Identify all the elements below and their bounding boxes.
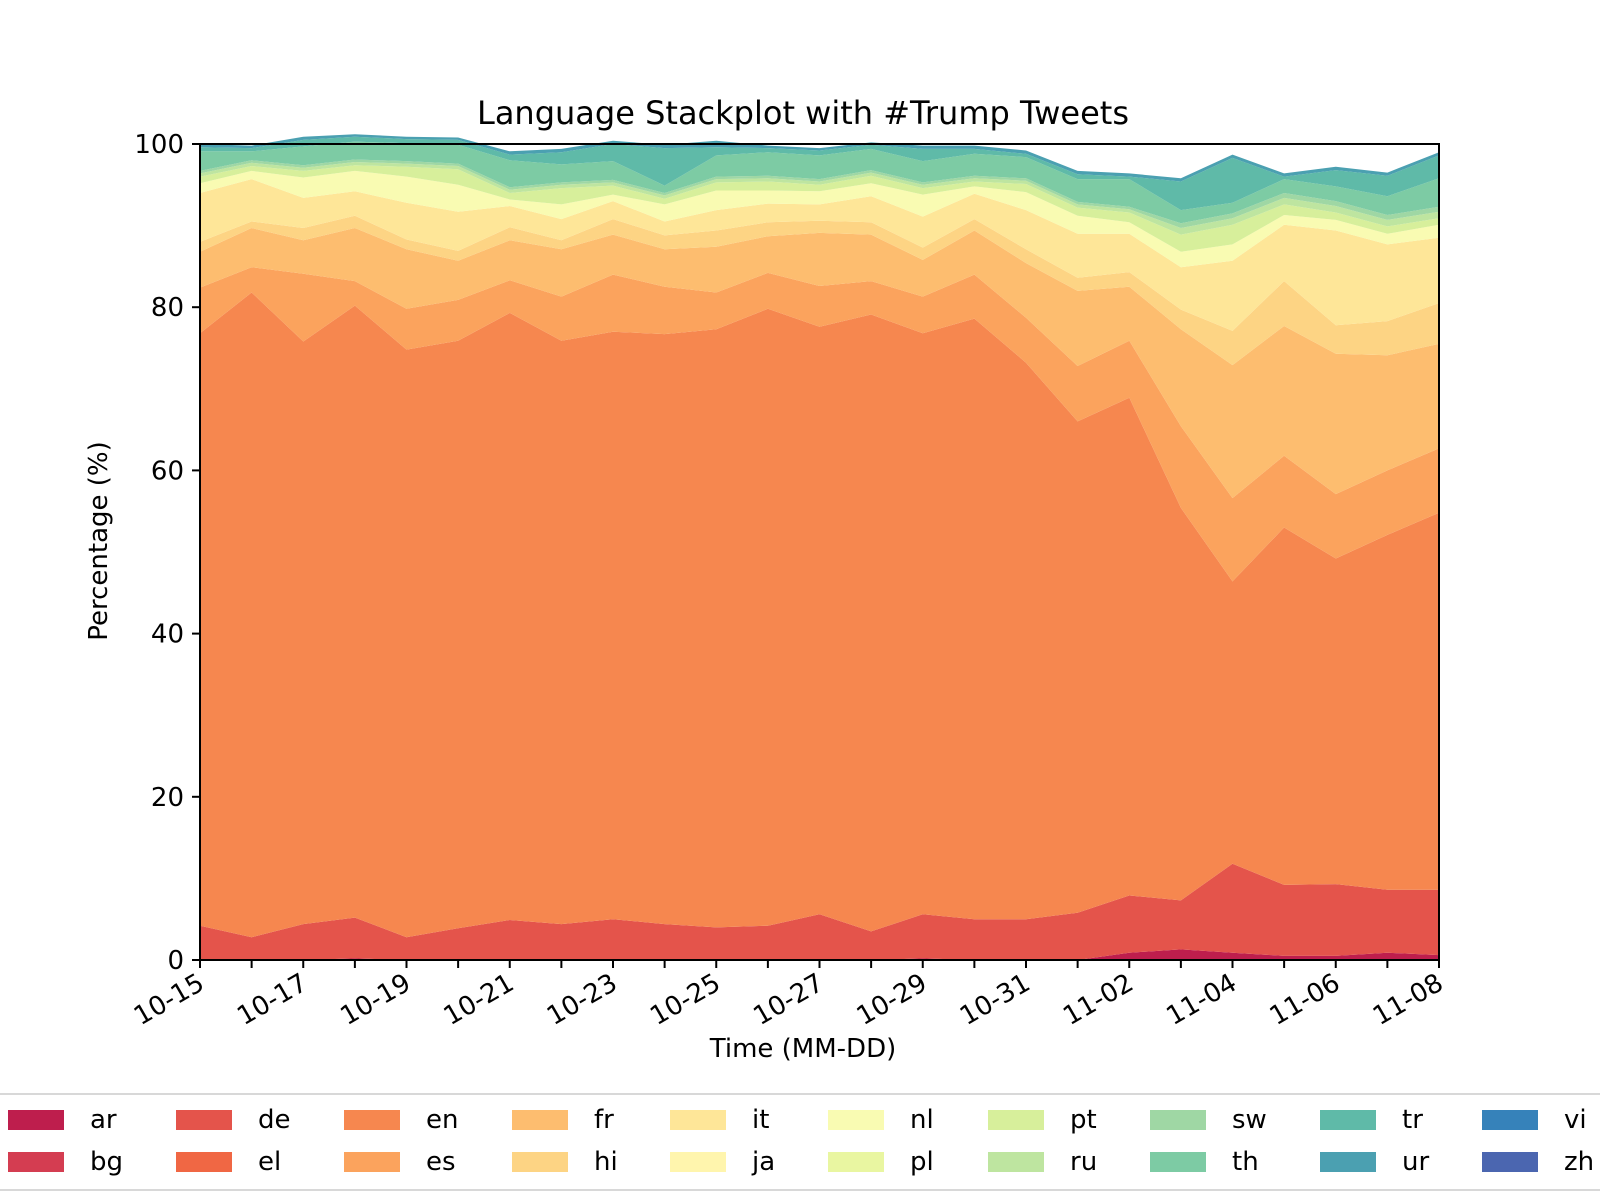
y-tick-label: 60: [151, 456, 184, 486]
y-axis: 0 20 40 60 80 100: [134, 130, 200, 976]
legend-label: zh: [1564, 1147, 1595, 1177]
legend-label: el: [258, 1147, 282, 1177]
legend-label: bg: [90, 1147, 124, 1177]
legend-label: tr: [1402, 1105, 1423, 1135]
y-tick-label: 80: [151, 293, 184, 323]
x-tick-label: 10-27: [749, 968, 829, 1032]
legend-label: th: [1232, 1147, 1259, 1177]
legend-label: ru: [1070, 1147, 1098, 1177]
legend-item-tr: tr: [1320, 1105, 1423, 1135]
x-tick-label: 10-23: [542, 968, 622, 1032]
x-tick-label: 11-04: [1162, 968, 1242, 1032]
legend-swatch: [988, 1110, 1044, 1130]
x-tick-label: 10-21: [439, 968, 519, 1032]
legend-swatch: [1320, 1152, 1376, 1172]
x-tick-label: 10-19: [336, 968, 416, 1032]
area-series-nl: [200, 170, 1439, 268]
legend-swatch: [828, 1152, 884, 1172]
legend-swatch: [512, 1110, 568, 1130]
chart-title: Language Stackplot with #Trump Tweets: [477, 94, 1129, 132]
legend-label: en: [426, 1105, 459, 1135]
legend-item-es: es: [344, 1147, 456, 1177]
legend-swatch: [670, 1152, 726, 1172]
legend-item-hi: hi: [512, 1147, 618, 1177]
area-series-tr: [200, 136, 1439, 211]
stacked-area-layer: [200, 134, 1439, 960]
legend-item-ar: ar: [8, 1105, 117, 1135]
legend-item-pl: pl: [828, 1147, 934, 1177]
x-axis: 10-15 10-17 10-19 10-21 10-23 10-25 10-27 10-29…: [129, 960, 1449, 1032]
legend-label: sw: [1232, 1105, 1267, 1135]
area-series-ar: [200, 949, 1439, 960]
area-series-en: [200, 292, 1439, 938]
legend-swatch: [1482, 1110, 1538, 1130]
legend-swatch: [8, 1110, 64, 1130]
legend-item-sw: sw: [1150, 1105, 1267, 1135]
legend-item-ru: ru: [988, 1147, 1097, 1177]
area-series-it: [200, 179, 1439, 331]
legend-label: ja: [752, 1147, 776, 1177]
area-series-es: [200, 267, 1439, 582]
legend-swatch: [344, 1110, 400, 1130]
legend-item-el: el: [176, 1147, 281, 1177]
x-tick-label: 10-25: [645, 968, 725, 1032]
legend-label: de: [258, 1105, 291, 1135]
legend-label: ar: [90, 1105, 117, 1135]
legend-label: vi: [1564, 1105, 1587, 1135]
legend-item-nl: nl: [828, 1105, 934, 1135]
legend: ar bg de el en es fr hi it ja nl pl pt ru sw th tr ur vi zh: [0, 1093, 1600, 1191]
y-tick-label: 20: [151, 783, 184, 813]
legend-label: pt: [1070, 1105, 1097, 1135]
legend-item-ja: ja: [670, 1147, 775, 1177]
area-series-th: [200, 141, 1439, 224]
legend-swatch: [176, 1152, 232, 1172]
area-series-de: [200, 863, 1439, 960]
legend-item-en: en: [344, 1105, 458, 1135]
y-tick-label: 100: [134, 130, 184, 160]
y-axis-label: Percentage (%): [84, 441, 114, 641]
x-tick-label: 10-17: [232, 968, 312, 1032]
legend-swatch: [670, 1110, 726, 1130]
x-tick-label: 11-08: [1368, 968, 1448, 1032]
legend-swatch: [1150, 1152, 1206, 1172]
x-axis-label: Time (MM-DD): [709, 1034, 896, 1064]
legend-label: fr: [594, 1105, 614, 1135]
legend-swatch: [828, 1110, 884, 1130]
x-tick-label: 10-15: [129, 968, 209, 1032]
legend-swatch: [1150, 1110, 1206, 1130]
x-tick-label: 11-06: [1265, 968, 1345, 1032]
legend-label: pl: [910, 1147, 934, 1177]
legend-label: es: [426, 1147, 456, 1177]
legend-item-de: de: [176, 1105, 291, 1135]
legend-item-zh: zh: [1482, 1147, 1594, 1177]
legend-item-th: th: [1150, 1147, 1259, 1177]
legend-swatch: [512, 1152, 568, 1172]
x-tick-label: 11-02: [1058, 968, 1138, 1032]
legend-swatch: [1482, 1152, 1538, 1172]
legend-item-bg: bg: [8, 1147, 123, 1177]
legend-label: hi: [594, 1147, 618, 1177]
legend-swatch: [176, 1110, 232, 1130]
x-tick-label: 10-31: [955, 968, 1035, 1032]
legend-label: ur: [1402, 1147, 1430, 1177]
legend-item-it: it: [670, 1105, 769, 1135]
legend-item-vi: vi: [1482, 1105, 1587, 1135]
legend-swatch: [1320, 1110, 1376, 1130]
legend-swatch: [8, 1152, 64, 1172]
y-tick-label: 40: [151, 620, 184, 650]
legend-label: it: [752, 1105, 770, 1135]
legend-item-pt: pt: [988, 1105, 1097, 1135]
area-series-hi: [200, 215, 1439, 366]
legend-item-fr: fr: [512, 1105, 614, 1135]
x-tick-label: 10-29: [852, 968, 932, 1032]
area-series-pt: [200, 165, 1439, 252]
legend-item-ur: ur: [1320, 1147, 1429, 1177]
y-tick-label: 0: [167, 946, 184, 976]
legend-swatch: [344, 1152, 400, 1172]
area-series-fr: [200, 228, 1439, 499]
legend-label: nl: [910, 1105, 934, 1135]
legend-swatch: [988, 1152, 1044, 1172]
